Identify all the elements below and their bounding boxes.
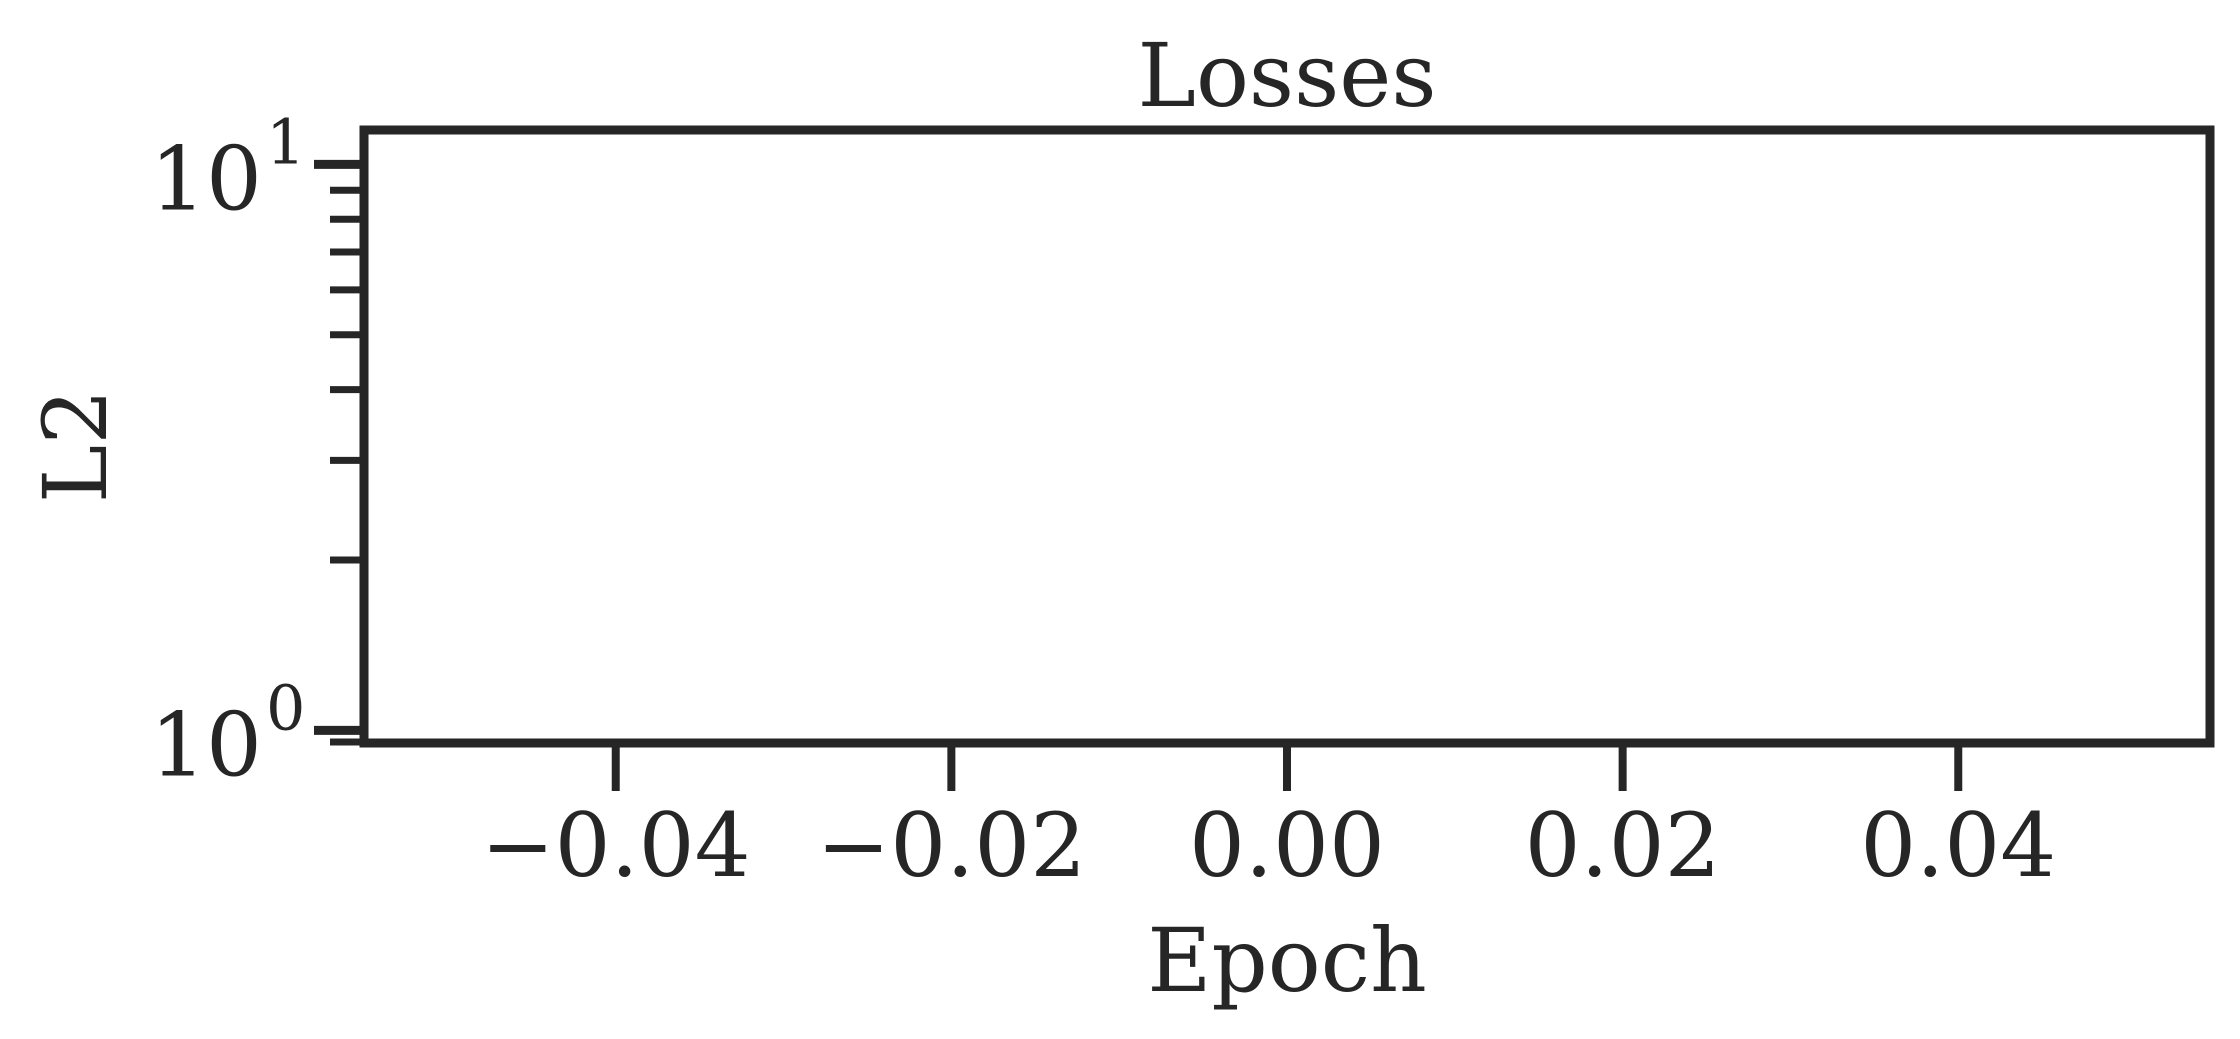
x-tick-label: −0.02 bbox=[817, 794, 1087, 897]
y-tick-exponent: 1 bbox=[266, 105, 305, 178]
plot-frame bbox=[359, 125, 2215, 748]
x-tick-label: 0.04 bbox=[1860, 794, 2056, 897]
x-tick-label: −0.04 bbox=[481, 794, 751, 897]
x-axis-label: Epoch bbox=[1147, 909, 1427, 1012]
x-tick-label: 0.02 bbox=[1525, 794, 1721, 897]
y-tick-label: 10 bbox=[150, 127, 262, 230]
y-tick-exponent: 0 bbox=[266, 671, 305, 744]
y-tick-label: 10 bbox=[150, 693, 262, 796]
x-tick-label: 0.00 bbox=[1189, 794, 1385, 897]
chart-title: Losses bbox=[1138, 24, 1437, 127]
y-axis-label: L2 bbox=[24, 389, 127, 503]
